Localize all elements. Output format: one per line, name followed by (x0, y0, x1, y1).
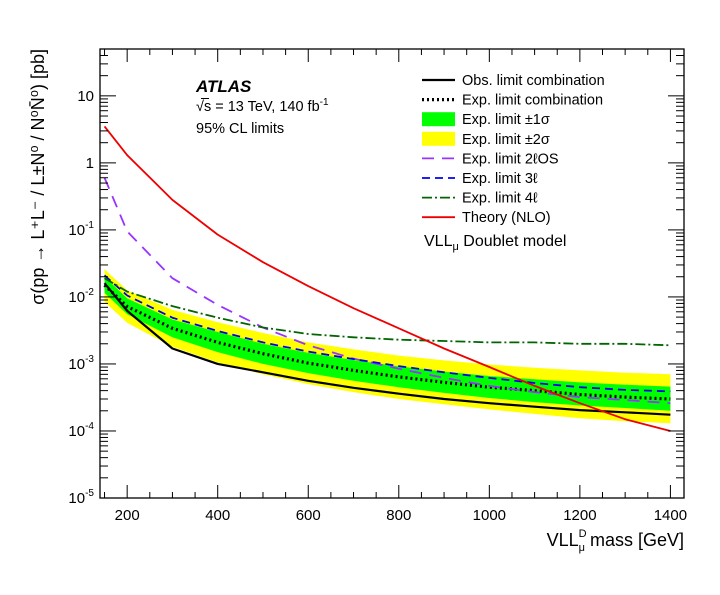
model-label-rest: Doublet model (459, 233, 567, 250)
legend: Obs. limit combination Exp. limit combina… (422, 73, 605, 226)
x-tick-label: 600 (296, 507, 321, 524)
legend-label: Exp. limit ±1σ (462, 112, 550, 128)
y-tick-label: 1 (86, 155, 94, 172)
plot-frame (99, 48, 685, 499)
x-axis-title-sub: μ (579, 542, 585, 554)
legend-entry: Exp. limit ±1σ (422, 112, 550, 128)
y-tick-label: 10 (77, 88, 94, 105)
legend-label: Exp. limit combination (462, 93, 603, 109)
legend-label: Theory (NLO) (462, 210, 551, 226)
legend-entry: Exp. limit ±2σ (422, 131, 550, 148)
exp-limit-line (103, 283, 671, 401)
x-tick-label: 200 (115, 507, 140, 524)
legend-swatch (422, 112, 455, 127)
atlas-label: ATLAS (195, 77, 252, 96)
y-tick-label: 10-5 (68, 488, 94, 507)
y-tick-label: 10-1 (68, 220, 94, 239)
y-tick-label: 10-2 (68, 287, 94, 306)
obs-limit-line (103, 282, 671, 416)
legend-entry: Obs. limit combination (422, 73, 605, 89)
theory-nlo-line (103, 125, 671, 432)
energy-label: √s = 13 TeV, 140 fb-1 (196, 97, 329, 115)
x-axis-title-sup: D (579, 528, 587, 540)
exp-2los-line (103, 177, 671, 405)
model-label: VLLμ Doublet model (424, 233, 566, 253)
ticks-layer: 200 400 600 800 1000 1200 1400 10-5 10-4 10-3 10-2… (68, 49, 687, 524)
legend-entry: Exp. limit combination (422, 93, 603, 109)
x-axis-title-rest: mass [GeV] (585, 530, 684, 550)
exp-4l-line (104, 277, 671, 347)
model-label-sub: μ (452, 241, 458, 253)
legend-swatch (422, 131, 455, 146)
legend-label: Exp. limit 4ℓ (462, 191, 538, 207)
y-tick-label: 10-3 (68, 354, 94, 373)
y-tick-label: 10-4 (68, 421, 94, 440)
legend-label: Exp. limit 2ℓOS (462, 151, 559, 167)
x-tick-label: 1400 (654, 507, 687, 524)
band-1sigma (104, 276, 671, 411)
cl-label: 95% CL limits (196, 121, 284, 137)
series-layer (103, 125, 671, 432)
x-tick-label: 400 (205, 507, 230, 524)
y-axis-title: σ(pp → L⁺L⁻ / L±N⁰ / N⁰N̄⁰) [pb] (28, 49, 48, 305)
x-tick-label: 1200 (563, 507, 596, 524)
x-tick-label: 1000 (473, 507, 506, 524)
x-tick-label: 800 (386, 507, 411, 524)
exp-3l-line (103, 274, 671, 393)
legend-entry: Theory (NLO) (422, 210, 551, 226)
bands-layer (104, 269, 671, 424)
energy-label-sup: -1 (320, 97, 329, 108)
legend-entry: Exp. limit 2ℓOS (422, 151, 559, 167)
legend-label: Exp. limit 3ℓ (462, 171, 538, 187)
legend-label: Obs. limit combination (462, 73, 605, 89)
axes-layer (99, 48, 685, 499)
x-axis-title: VLLD μ mass [GeV] (547, 528, 684, 554)
legend-entry: Exp. limit 4ℓ (422, 191, 538, 207)
legend-entry: Exp. limit 3ℓ (422, 171, 538, 187)
legend-label: Exp. limit ±2σ (462, 132, 550, 148)
